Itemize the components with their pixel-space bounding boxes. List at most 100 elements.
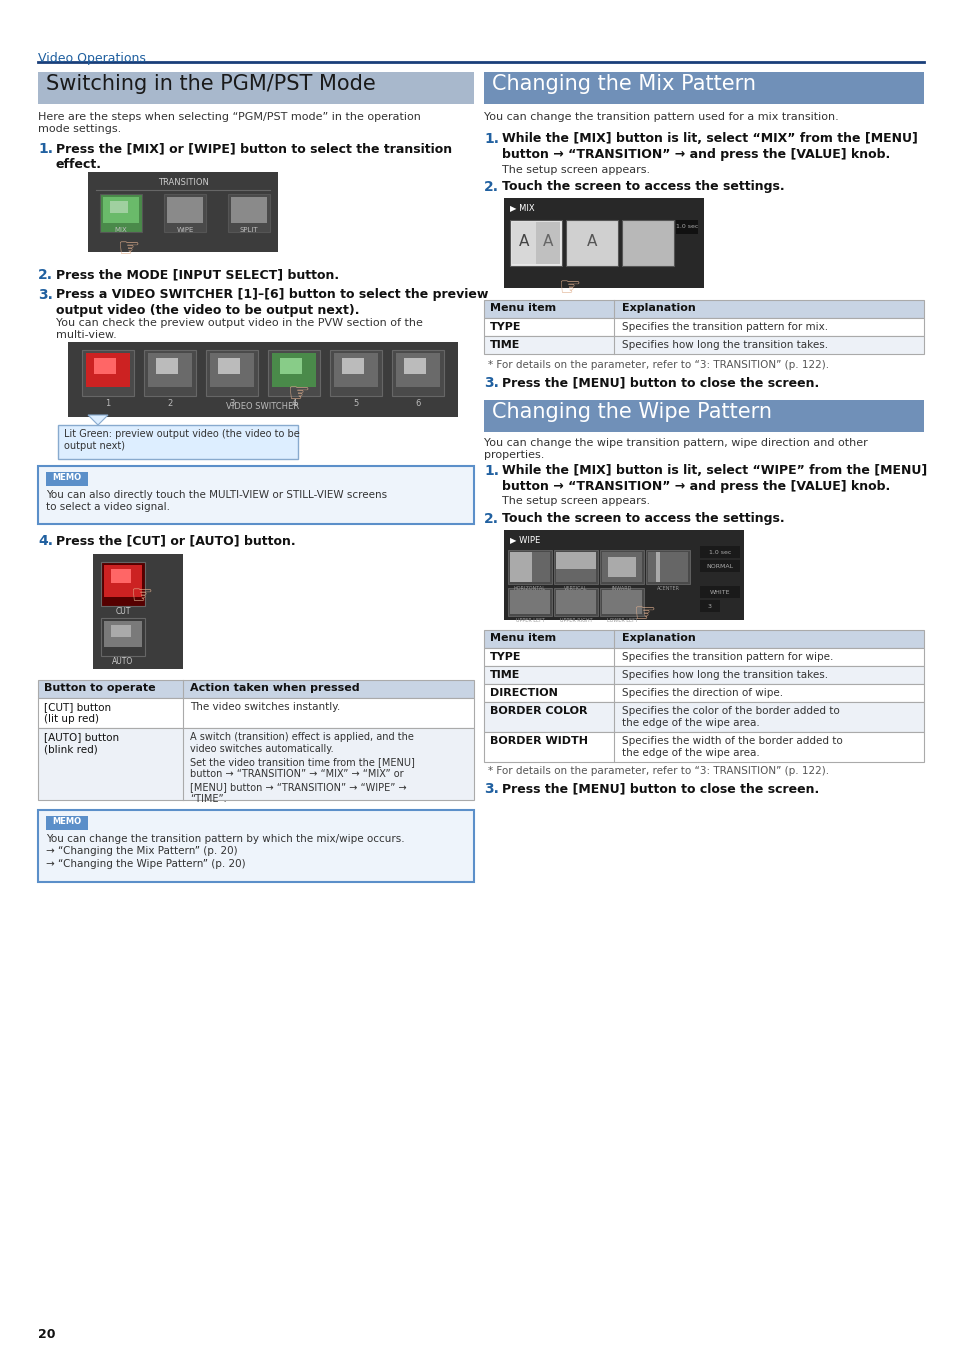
Text: Video Operations: Video Operations	[38, 53, 146, 65]
Bar	[92, 554, 183, 670]
Text: Changing the Wipe Pattern: Changing the Wipe Pattern	[492, 402, 771, 423]
Text: HORIZONTAL: HORIZONTAL	[514, 586, 545, 591]
Text: MEMO: MEMO	[52, 817, 81, 826]
Bar	[645, 549, 689, 585]
Text: ☞: ☞	[634, 602, 656, 626]
Bar	[46, 472, 88, 486]
Bar	[700, 560, 740, 572]
Text: Menu item: Menu item	[490, 633, 556, 643]
Text: Specifies the color of the border added to
the edge of the wipe area.: Specifies the color of the border added …	[621, 706, 839, 729]
Bar	[483, 319, 923, 336]
Text: Specifies the transition pattern for mix.: Specifies the transition pattern for mix…	[621, 323, 827, 332]
Bar	[601, 590, 641, 614]
Bar	[676, 220, 698, 234]
Text: TIME: TIME	[490, 670, 519, 680]
Bar	[656, 552, 659, 582]
Bar	[403, 358, 426, 374]
Text: Switching in the PGM/PST Mode: Switching in the PGM/PST Mode	[46, 74, 375, 94]
Text: 4.: 4.	[38, 535, 53, 548]
Bar	[101, 562, 145, 606]
Text: The setup screen appears.: The setup screen appears.	[501, 165, 649, 176]
Text: Press the [MENU] button to close the screen.: Press the [MENU] button to close the scr…	[501, 782, 819, 795]
Text: CUT: CUT	[115, 608, 131, 616]
Bar	[86, 352, 130, 387]
Bar	[554, 589, 598, 616]
Text: ACENTER: ACENTER	[656, 586, 679, 591]
Text: TRANSITION: TRANSITION	[157, 178, 208, 188]
Text: 4: 4	[291, 400, 296, 408]
Text: Here are the steps when selecting “PGM/PST mode” in the operation
mode settings.: Here are the steps when selecting “PGM/P…	[38, 112, 420, 135]
Bar	[38, 72, 474, 104]
Text: Press a VIDEO SWITCHER [1]–[6] button to select the preview
output video (the vi: Press a VIDEO SWITCHER [1]–[6] button to…	[56, 288, 488, 317]
Text: DIRECTION: DIRECTION	[490, 688, 558, 698]
Text: Specifies the transition pattern for wipe.: Specifies the transition pattern for wip…	[621, 652, 833, 662]
Text: INWARD: INWARD	[611, 586, 632, 591]
Text: AUTO: AUTO	[112, 657, 133, 666]
Bar	[536, 221, 559, 265]
Bar	[334, 352, 377, 387]
Text: You can change the wipe transition pattern, wipe direction and other
properties.: You can change the wipe transition patte…	[483, 437, 867, 460]
Text: Press the [MENU] button to close the screen.: Press the [MENU] button to close the scr…	[501, 377, 819, 389]
Bar	[111, 568, 131, 583]
Bar	[68, 342, 457, 417]
Text: [AUTO] button
(blink red): [AUTO] button (blink red)	[44, 732, 119, 755]
Text: Action taken when pressed: Action taken when pressed	[190, 683, 359, 693]
Bar	[82, 350, 133, 396]
Bar	[218, 358, 240, 374]
Bar	[507, 549, 552, 585]
Bar	[503, 531, 743, 620]
Text: BORDER WIDTH: BORDER WIDTH	[490, 736, 587, 747]
Text: 2: 2	[167, 400, 172, 408]
Text: 6: 6	[415, 400, 420, 408]
Text: * For details on the parameter, refer to “3: TRANSITION” (p. 122).: * For details on the parameter, refer to…	[488, 360, 828, 370]
Bar	[621, 220, 673, 266]
Bar	[483, 336, 923, 354]
Text: Specifies how long the transition takes.: Specifies how long the transition takes.	[621, 340, 827, 350]
Text: 2.: 2.	[483, 512, 498, 526]
Bar	[607, 558, 636, 576]
Bar	[483, 732, 923, 761]
Text: Explanation: Explanation	[621, 302, 695, 313]
Bar	[556, 552, 596, 568]
Bar	[272, 352, 315, 387]
Text: While the [MIX] button is lit, select “WIPE” from the [MENU]
button → “TRANSITIO: While the [MIX] button is lit, select “W…	[501, 464, 926, 493]
Bar	[483, 666, 923, 684]
Bar	[100, 194, 142, 232]
Bar	[46, 815, 88, 830]
Text: 5: 5	[353, 400, 358, 408]
Text: Touch the screen to access the settings.: Touch the screen to access the settings.	[501, 512, 783, 525]
Text: You can change the transition pattern used for a mix transition.: You can change the transition pattern us…	[483, 112, 838, 122]
Bar	[510, 220, 561, 266]
Text: Press the [MIX] or [WIPE] button to select the transition
effect.: Press the [MIX] or [WIPE] button to sele…	[56, 142, 452, 171]
Bar	[228, 194, 270, 232]
Text: NORMAL: NORMAL	[706, 563, 733, 568]
Text: Changing the Mix Pattern: Changing the Mix Pattern	[492, 74, 755, 94]
Text: TYPE: TYPE	[490, 323, 521, 332]
Bar	[483, 300, 923, 319]
Text: 2.: 2.	[38, 269, 53, 282]
Bar	[507, 589, 552, 616]
Text: 2.: 2.	[483, 180, 498, 194]
Text: LOWER LEFT: LOWER LEFT	[606, 618, 637, 622]
Bar	[58, 425, 297, 459]
Bar	[512, 221, 536, 265]
Text: ☞: ☞	[558, 275, 580, 300]
Bar	[210, 352, 253, 387]
Text: A switch (transition) effect is applied, and the
video switches automatically.
S: A switch (transition) effect is applied,…	[190, 732, 415, 805]
Bar	[700, 599, 720, 612]
Bar	[503, 198, 703, 288]
Bar	[104, 621, 142, 647]
Bar	[556, 568, 596, 582]
Bar	[101, 618, 145, 656]
Text: TIME: TIME	[490, 340, 519, 350]
Bar	[483, 400, 923, 432]
Bar	[392, 350, 443, 396]
Bar	[330, 350, 381, 396]
Bar	[104, 566, 142, 597]
Text: MEMO: MEMO	[52, 472, 81, 482]
Text: Touch the screen to access the settings.: Touch the screen to access the settings.	[501, 180, 783, 193]
Text: Button to operate: Button to operate	[44, 683, 155, 693]
Text: A: A	[586, 235, 597, 250]
Text: Lit Green: preview output video (the video to be
output next): Lit Green: preview output video (the vid…	[64, 429, 299, 451]
Text: You can also directly touch the MULTI-VIEW or STILL-VIEW screens
to select a vid: You can also directly touch the MULTI-VI…	[46, 490, 387, 513]
